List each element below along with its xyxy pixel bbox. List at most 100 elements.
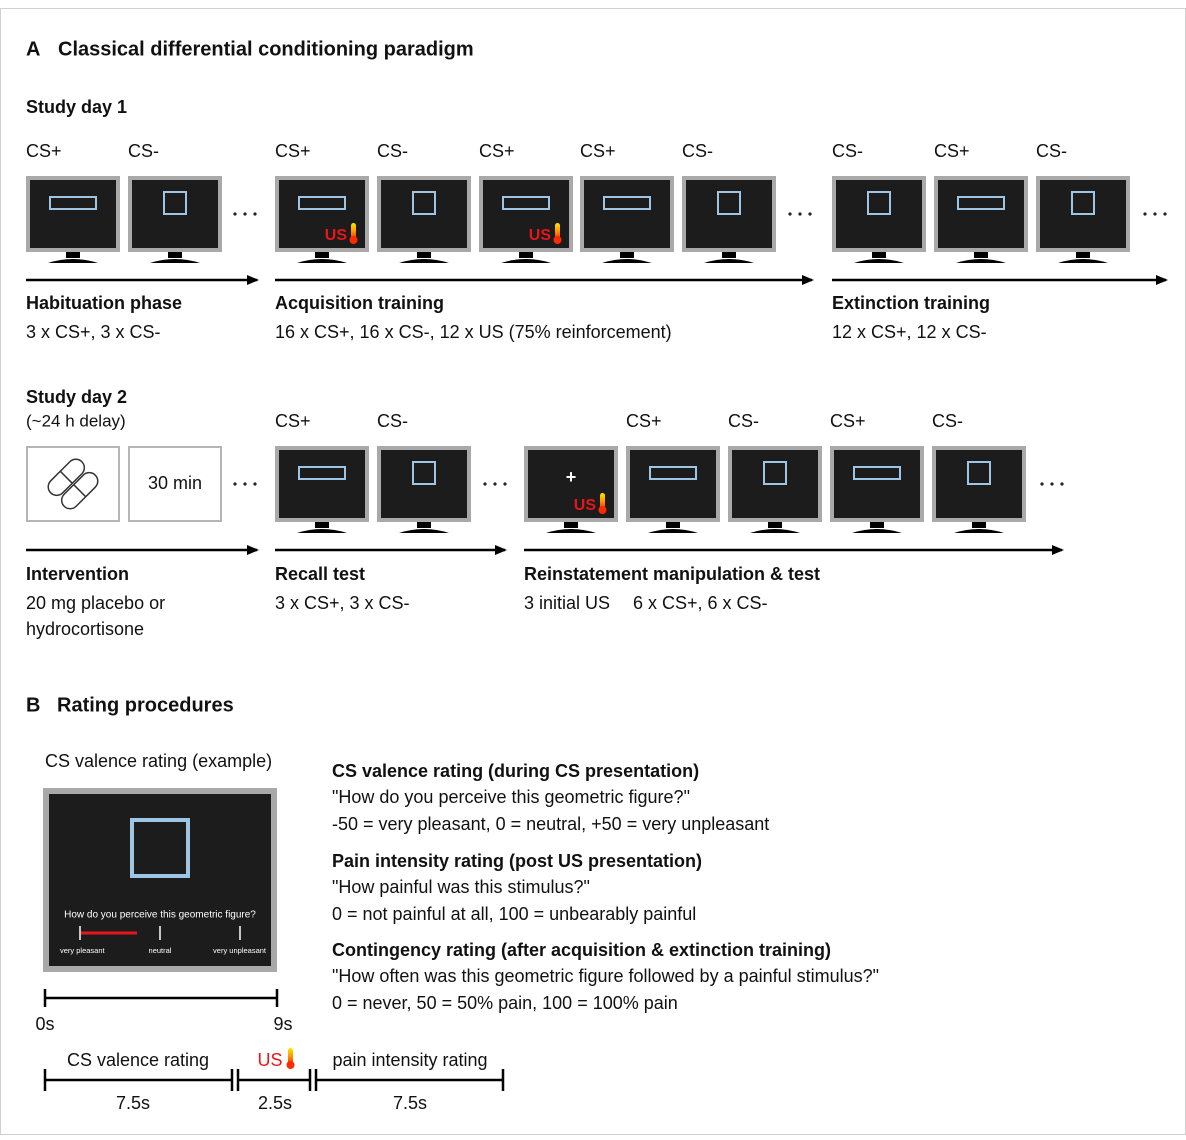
rating-scale: -50 = very pleasant, 0 = neutral, +50 = … bbox=[332, 814, 769, 834]
cs-label: CS+ bbox=[275, 411, 311, 431]
ellipsis-dot bbox=[253, 212, 256, 215]
cs-label: CS- bbox=[832, 141, 863, 161]
cs-label: CS+ bbox=[479, 141, 515, 161]
cs-label: CS- bbox=[377, 411, 408, 431]
monitor-screen bbox=[279, 450, 365, 518]
ellipsis-dot bbox=[483, 482, 486, 485]
cs-label: CS- bbox=[377, 141, 408, 161]
phase-name: Intervention bbox=[26, 564, 129, 584]
phase-detail: 20 mg placebo or bbox=[26, 593, 165, 613]
monitor-base bbox=[854, 259, 904, 263]
intervention-box bbox=[27, 447, 119, 521]
ellipsis-dot bbox=[233, 482, 236, 485]
monitor-base bbox=[48, 259, 98, 263]
monitor-neck bbox=[1076, 252, 1090, 258]
timeline-duration: 2.5s bbox=[258, 1093, 292, 1113]
day-title: Study day 2 bbox=[26, 387, 127, 407]
rating-scale: 0 = never, 50 = 50% pain, 100 = 100% pai… bbox=[332, 993, 678, 1013]
cs-label: CS+ bbox=[275, 141, 311, 161]
phase-detail: 6 x CS+, 6 x CS- bbox=[633, 593, 768, 613]
rating-heading: CS valence rating (during CS presentatio… bbox=[332, 761, 699, 781]
monitor-neck bbox=[315, 522, 329, 528]
ellipsis-dot bbox=[1163, 212, 1166, 215]
ellipsis-dot bbox=[253, 482, 256, 485]
monitor-neck bbox=[722, 252, 736, 258]
phase-detail: 3 initial US bbox=[524, 593, 610, 613]
monitor-base bbox=[297, 529, 347, 533]
monitor-base bbox=[1058, 259, 1108, 263]
monitor-screen bbox=[630, 450, 716, 518]
monitor-screen bbox=[30, 180, 116, 248]
monitor-base bbox=[297, 259, 347, 263]
us-label: US bbox=[574, 497, 597, 514]
phase-name: Habituation phase bbox=[26, 293, 182, 313]
thermometer-bulb bbox=[350, 236, 358, 244]
monitor-neck bbox=[870, 522, 884, 528]
panel-label: A bbox=[26, 38, 40, 60]
scale-anchor: very unpleasant bbox=[213, 946, 267, 955]
panel-title: Classical differential conditioning para… bbox=[58, 38, 474, 60]
monitor-base bbox=[852, 529, 902, 533]
monitor-base bbox=[704, 259, 754, 263]
cs-label: CS+ bbox=[580, 141, 616, 161]
rating-scale: 0 = not painful at all, 100 = unbearably… bbox=[332, 904, 696, 924]
monitor-base bbox=[648, 529, 698, 533]
ellipsis-dot bbox=[233, 212, 236, 215]
monitor-base bbox=[501, 259, 551, 263]
ellipsis-dot bbox=[503, 482, 506, 485]
monitor-base bbox=[150, 259, 200, 263]
us-label: US bbox=[325, 227, 348, 244]
monitor-neck bbox=[666, 522, 680, 528]
phase-detail: 3 x CS+, 3 x CS- bbox=[26, 322, 161, 342]
rating-heading: Contingency rating (after acquisition & … bbox=[332, 940, 831, 960]
monitor-screen bbox=[584, 180, 670, 248]
example-caption: CS valence rating (example) bbox=[45, 751, 272, 771]
monitor-base bbox=[399, 529, 449, 533]
phase-detail: 12 x CS+, 12 x CS- bbox=[832, 322, 987, 342]
cs-label: CS+ bbox=[934, 141, 970, 161]
monitor-neck bbox=[519, 252, 533, 258]
ellipsis-dot bbox=[1060, 482, 1063, 485]
monitor-neck bbox=[872, 252, 886, 258]
thermometer-bulb bbox=[287, 1061, 295, 1069]
scale-anchor: very pleasant bbox=[60, 946, 106, 955]
day-title: Study day 1 bbox=[26, 97, 127, 117]
ellipsis-dot bbox=[243, 212, 246, 215]
monitor-neck bbox=[315, 252, 329, 258]
ellipsis-dot bbox=[1143, 212, 1146, 215]
box-text: 30 min bbox=[148, 473, 202, 493]
monitor-neck bbox=[168, 252, 182, 258]
cs-label: CS- bbox=[128, 141, 159, 161]
example-question: How do you perceive this geometric figur… bbox=[64, 910, 256, 921]
phase-name: Reinstatement manipulation & test bbox=[524, 564, 820, 584]
ellipsis-dot bbox=[243, 482, 246, 485]
cs-label: CS- bbox=[682, 141, 713, 161]
monitor-base bbox=[546, 529, 596, 533]
timeline-duration: 7.5s bbox=[393, 1093, 427, 1113]
monitor-base bbox=[602, 259, 652, 263]
monitor-neck bbox=[66, 252, 80, 258]
monitor-neck bbox=[768, 522, 782, 528]
monitor-neck bbox=[974, 252, 988, 258]
monitor-base bbox=[750, 529, 800, 533]
phase-detail: hydrocortisone bbox=[26, 619, 144, 639]
monitor-base bbox=[956, 259, 1006, 263]
fixation-cross: + bbox=[566, 467, 577, 487]
cs-label: CS+ bbox=[830, 411, 866, 431]
scale-anchor: neutral bbox=[149, 946, 172, 955]
us-label: US bbox=[529, 227, 552, 244]
monitor-neck bbox=[972, 522, 986, 528]
monitor-base bbox=[399, 259, 449, 263]
monitor-base bbox=[954, 529, 1004, 533]
ellipsis-dot bbox=[788, 212, 791, 215]
ellipsis-dot bbox=[1050, 482, 1053, 485]
rating-question: "How do you perceive this geometric figu… bbox=[332, 787, 690, 807]
phase-name: Acquisition training bbox=[275, 293, 444, 313]
ellipsis-dot bbox=[493, 482, 496, 485]
cs-label: CS+ bbox=[26, 141, 62, 161]
phase-detail: 3 x CS+, 3 x CS- bbox=[275, 593, 410, 613]
monitor-screen bbox=[834, 450, 920, 518]
cs-label: CS+ bbox=[626, 411, 662, 431]
rating-question: "How painful was this stimulus?" bbox=[332, 877, 590, 897]
thermometer-bulb bbox=[599, 506, 607, 514]
